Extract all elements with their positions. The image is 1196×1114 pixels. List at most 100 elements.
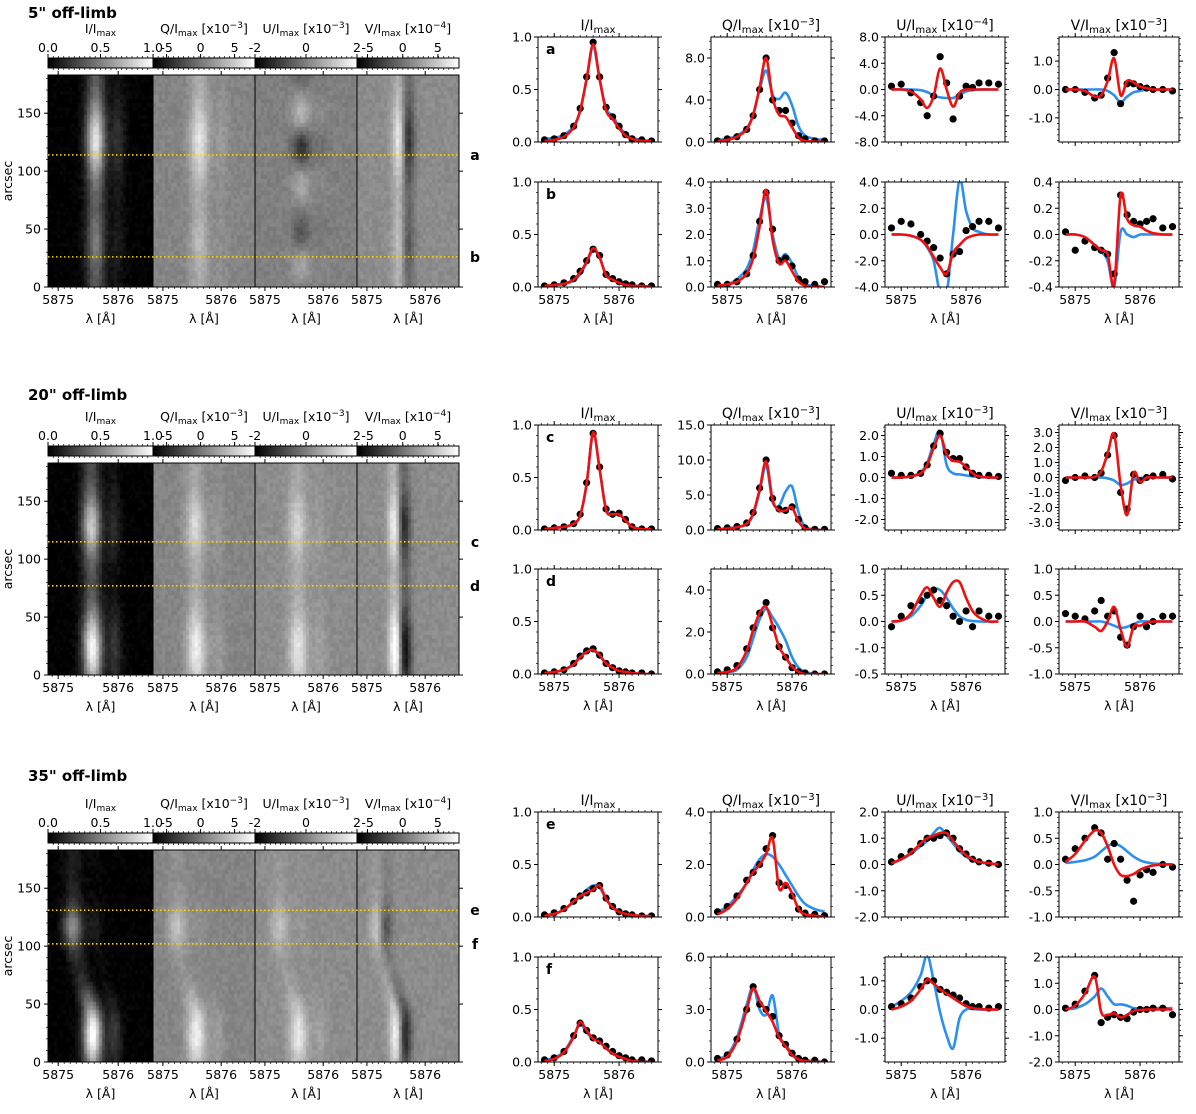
title-close: ] [243,409,248,424]
y-tick-label: 0.0 [859,1002,879,1017]
title-unit: [x10 [401,21,433,36]
title-subscript: max [594,25,616,36]
observed-point [589,38,597,46]
colorbar [357,446,459,456]
colorbar-frame [152,445,256,457]
plot-area [713,983,829,1062]
observed-point [1149,215,1157,223]
stokes-image-q [153,463,255,675]
x-tick-label: 5875 [711,292,743,307]
y-tick-label: -0.5 [855,667,879,682]
y-tick-label: 0.0 [512,667,532,682]
x-tick-label: 5876 [776,1067,808,1082]
panel-letter: b [546,187,556,203]
profile-panel-d-i: 5875 5876 λ [Å] 0.0 0.5 1.0 d [512,562,662,713]
y-tick-label: 0.5 [512,82,532,97]
y-tick-label: 0.0 [685,667,705,682]
colorbar-tick-label: 2 [353,40,361,55]
y-tick-label: 0.0 [1033,1002,1053,1017]
colorbar-title: I/Imax [85,796,117,814]
title-subscript: max [280,804,300,814]
title-unit: [x10 [198,409,230,424]
x-tick-label: 5876 [307,1067,339,1082]
y-tick-label: -2.0 [855,512,879,527]
observed-point [811,280,819,287]
x-tick-label: 5875 [1059,1067,1091,1082]
observed-point [1110,839,1118,848]
colorbar-frame [47,832,154,844]
observed-point [975,79,983,87]
colorbar-tick-label: 0 [302,815,310,830]
title-base: I/I [85,21,97,36]
colorbar-tick-label: 0 [399,428,407,443]
fit-red-line [717,987,825,1062]
y-tick-label: 2.0 [685,625,705,640]
y-tick-label: 150 [17,106,41,121]
title-close: ] [243,796,248,811]
x-tick-label: 5876 [603,679,635,694]
x-tick-label: 5876 [950,292,982,307]
panel-title: V/Imax [x10−3] [1071,405,1168,424]
observed-point [943,602,951,610]
colorbar-frame [254,445,358,457]
title-subscript: max [915,25,937,36]
colorbar-tick-label: 0 [197,40,205,55]
observed-point [897,217,905,225]
plot-area [540,429,656,530]
observed-point [1142,217,1151,225]
title-subscript: max [594,413,616,424]
colorbar-frame [356,832,460,844]
observed-point [897,612,905,620]
observed-point [1104,855,1112,863]
plot-area [713,832,829,917]
x-axis-label: λ [Å] [291,311,321,326]
title-subscript: max [96,804,116,814]
colorbar-frame [254,832,358,844]
title-unit: [x10 [401,796,433,811]
x-tick-label: 5875 [147,292,179,307]
title-close: ] [446,21,451,36]
observed-point [930,244,938,252]
colorbar-tick-label: -5 [160,815,172,830]
fit-red-line [891,233,999,276]
y-tick-label: 0.0 [1033,470,1053,485]
y-tick-label: 0.0 [1033,227,1053,242]
y-tick-label: 4.0 [685,805,705,820]
title-exponent: −3 [1147,405,1162,416]
y-tick-label: 0.0 [859,227,879,242]
image-frame [47,74,154,288]
colorbar-frame [47,57,154,69]
title-subscript: max [280,417,300,427]
x-axis-label: λ [Å] [583,1086,613,1101]
plot-area [540,1019,656,1062]
y-tick-label: 5.0 [685,488,705,503]
title-base: V/I [1071,18,1089,34]
title-base: U/I [896,406,915,422]
stokes-image-u [255,463,357,675]
title-unit: [x10 [1111,18,1147,34]
observed-point [638,1056,646,1062]
y-tick-label: -0.2 [1029,253,1053,268]
fit-red-line [1064,828,1173,878]
colorbar [255,833,357,843]
title-unit: [x10 [1111,793,1147,809]
colorbar-tick-label: 5 [434,428,442,443]
x-tick-label: 5876 [102,680,134,695]
x-axis-label: λ [Å] [189,1086,219,1101]
stokes-image-u [255,850,357,1062]
title-close: ] [1162,18,1167,34]
y-tick-label: 100 [17,164,41,179]
y-tick-label: 0.0 [512,523,532,538]
y-tick-label: 2.0 [859,805,879,820]
profile-panel-a-v: -1.0 0.0 1.0 V/Imax [x10−3] [1029,17,1183,146]
y-tick-label: 1.0 [1033,976,1053,991]
y-tick-label: 1.0 [1033,805,1053,820]
profile-panel-d-q: 5875 5876 λ [Å] 0.0 2.0 4.0 [685,565,835,713]
y-tick-label: 4.0 [685,175,705,190]
profile-panel-a-q: 0.0 4.0 8.0 Q/Imax [x10−3] [685,17,835,150]
fit-red-line [544,1020,652,1062]
observed-point [1168,1011,1177,1019]
fit-red-line [544,431,652,530]
section-title: 35" off-limb [28,767,128,785]
